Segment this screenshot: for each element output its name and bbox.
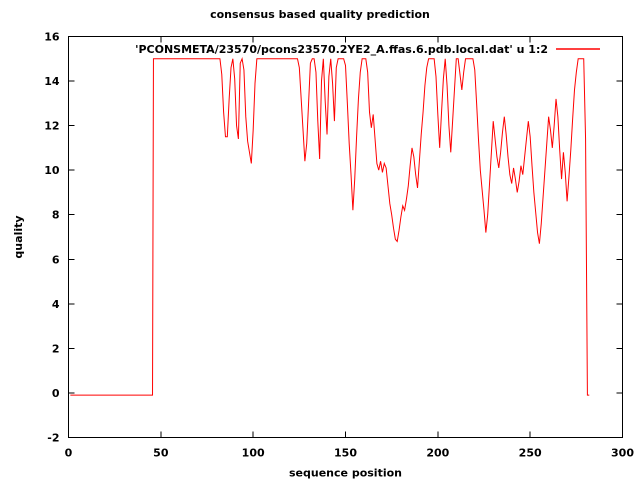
plot-legend: 'PCONSMETA/23570/pcons23570.2YE2_A.ffas.… [135,43,600,56]
y-tick-label: 0 [52,387,60,400]
x-tick-label: 150 [334,447,357,460]
y-tick-label: 16 [44,31,60,44]
x-tick-label: 200 [426,447,449,460]
y-tick-label: 2 [52,342,60,355]
axis-titles: sequence position quality [12,215,402,479]
y-tick-label: 4 [52,298,60,311]
x-tick-label: 250 [519,447,542,460]
x-axis-title: sequence position [289,467,402,480]
x-tick-label: 100 [242,447,265,460]
axis-ticks [68,36,623,438]
x-tick-label: 0 [65,447,73,460]
x-tick-label: 50 [153,447,169,460]
y-tick-label: 10 [44,164,60,177]
x-tick-label: 300 [611,447,634,460]
y-tick-label: 8 [52,209,60,222]
legend-label: 'PCONSMETA/23570/pcons23570.2YE2_A.ffas.… [135,43,548,56]
y-axis-tick-labels: 16 14 12 10 8 6 4 2 0 -2 [44,31,60,445]
plot-frame [68,36,623,438]
plot-border [68,36,623,438]
y-tick-label: 6 [52,253,60,266]
y-tick-label: 14 [44,75,60,88]
chart-title: consensus based quality prediction [210,8,430,21]
x-axis-tick-labels: 0 50 100 150 200 250 300 [65,447,635,460]
y-tick-label: -2 [47,432,59,445]
y-axis-title: quality [12,215,25,258]
data-series-group [70,56,590,396]
y-tick-label: 12 [44,120,59,133]
data-series-line-0 [70,56,590,396]
